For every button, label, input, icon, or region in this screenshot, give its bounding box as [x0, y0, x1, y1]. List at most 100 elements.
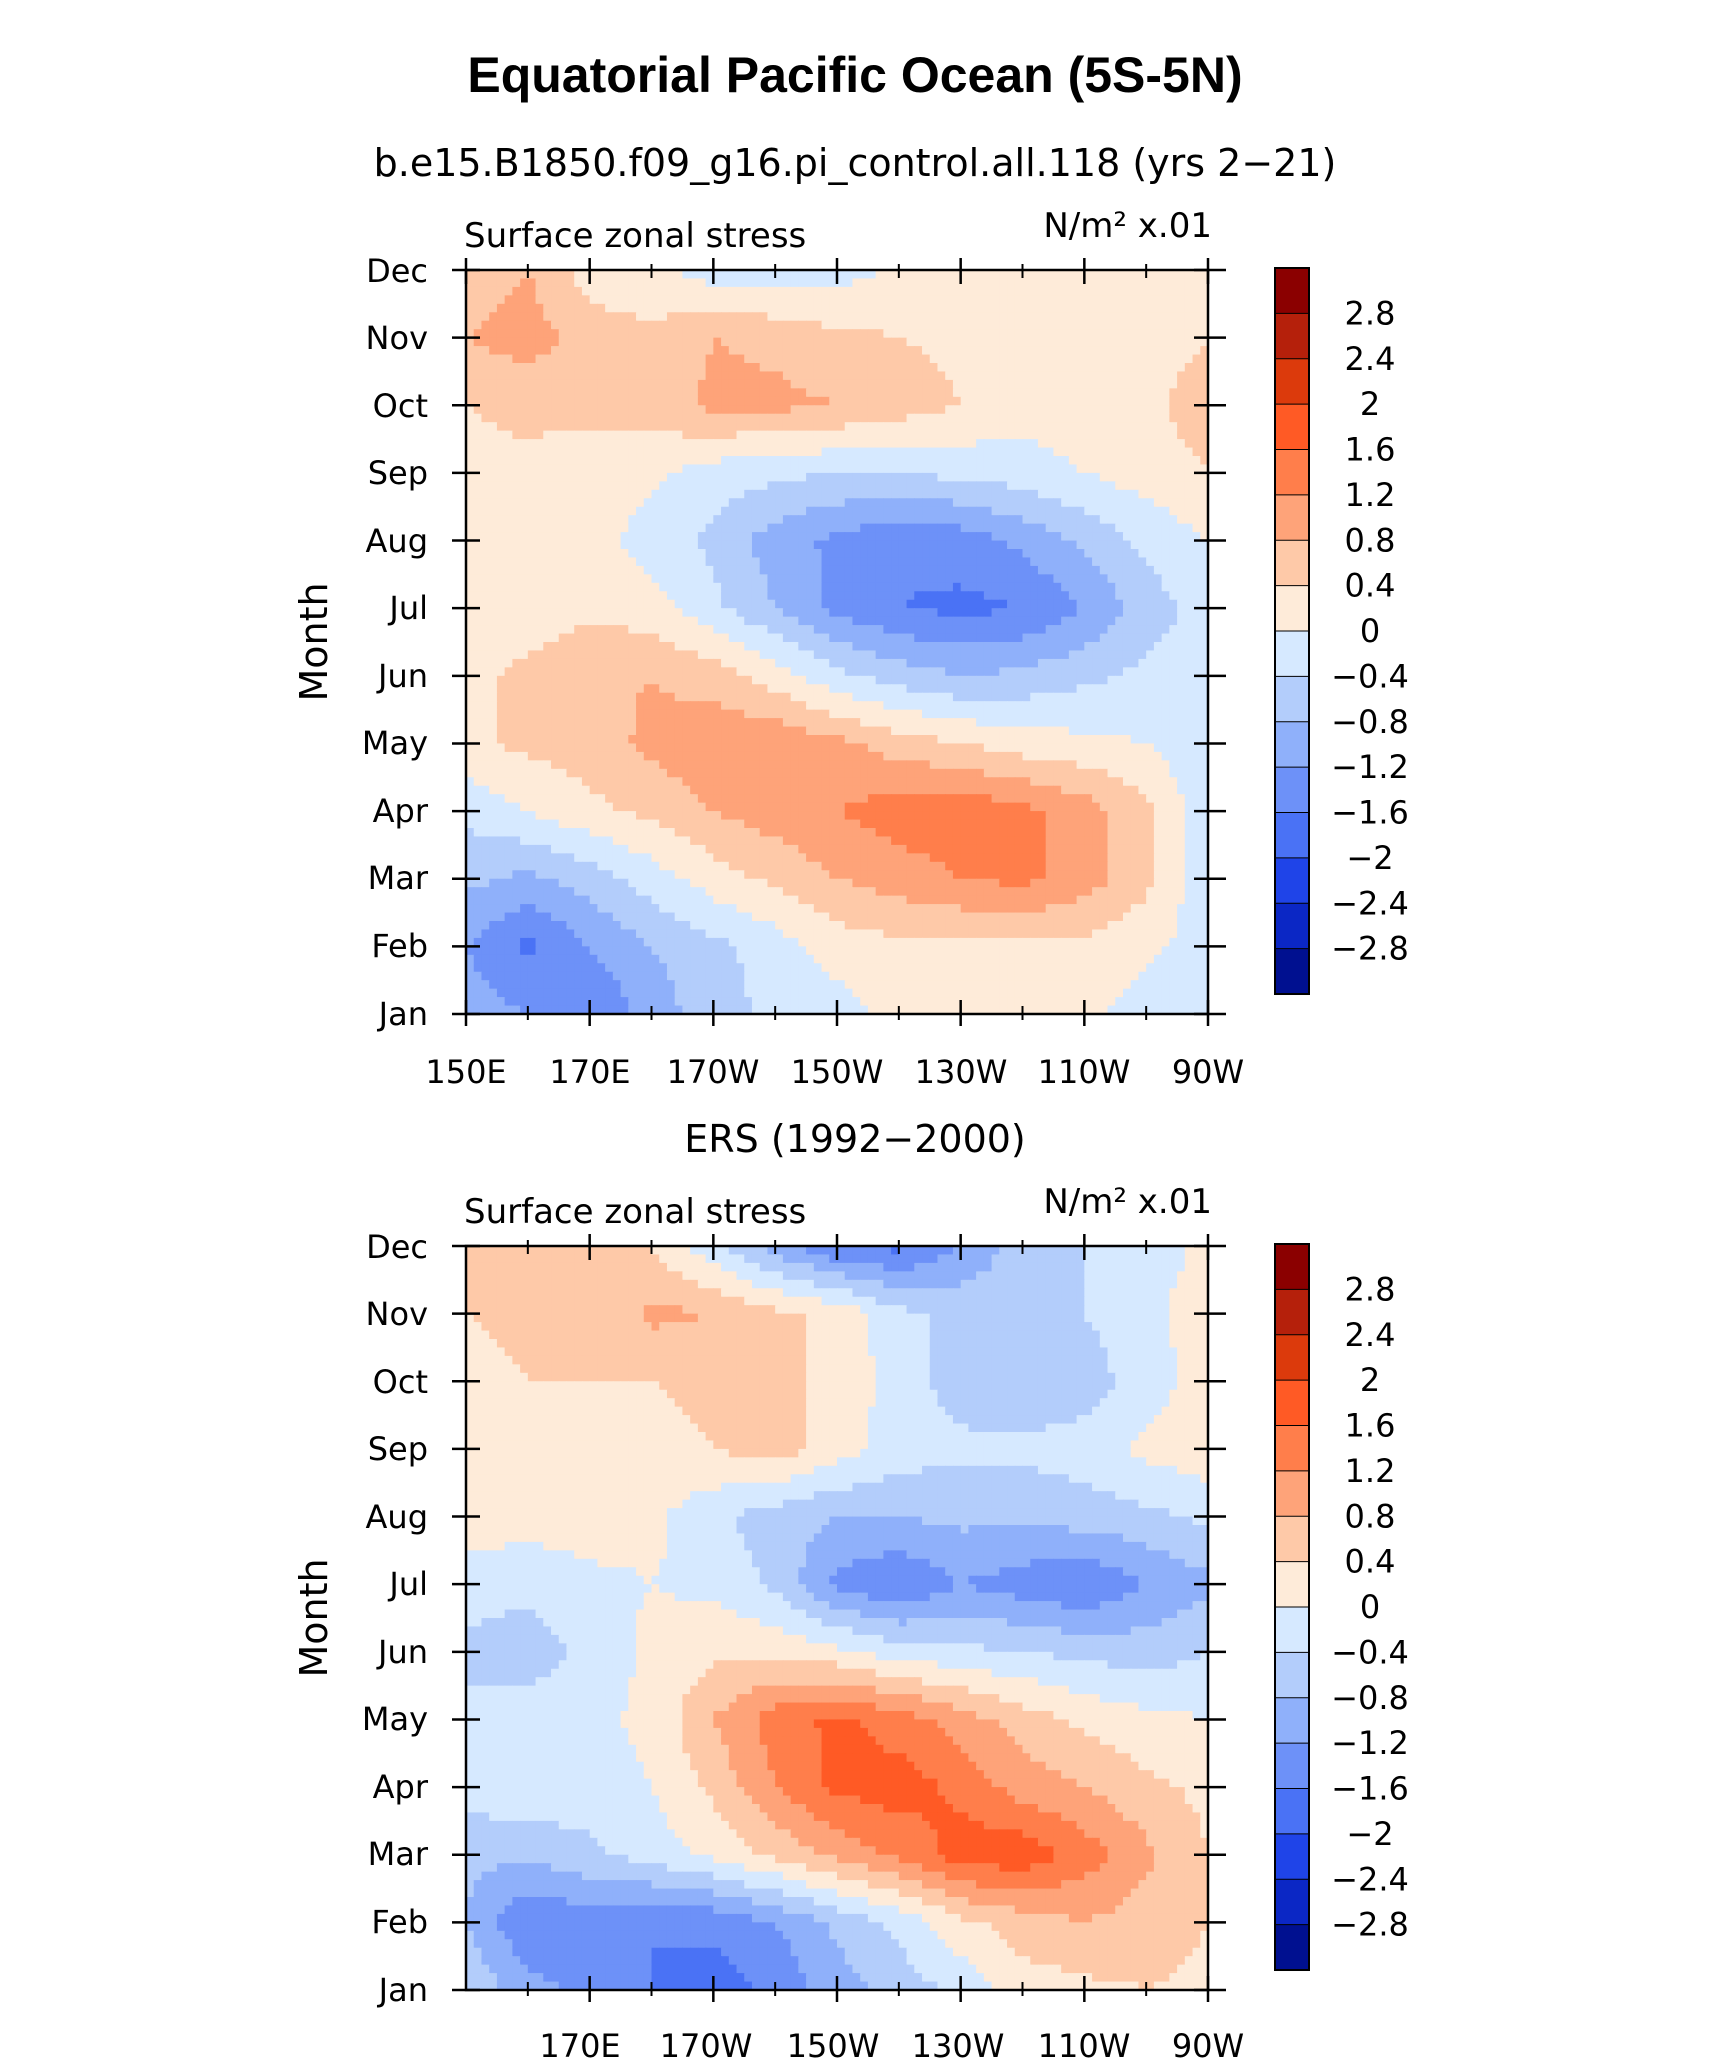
contour-cell	[697, 608, 707, 618]
contour-cell	[898, 337, 908, 347]
contour-cell	[1030, 346, 1039, 356]
contour-cell	[1177, 633, 1186, 643]
contour-cell	[1068, 599, 1078, 609]
contour-cell	[1192, 337, 1201, 347]
contour-cell	[527, 574, 537, 584]
contour-cell	[566, 320, 575, 330]
contour-cell	[1014, 363, 1024, 373]
contour-cell	[1068, 430, 1078, 440]
contour-cell	[512, 684, 521, 694]
contour-cell	[867, 430, 877, 440]
contour-cell	[728, 278, 738, 288]
contour-cell	[883, 472, 892, 482]
contour-cell	[489, 396, 498, 406]
contour-cell	[1061, 557, 1070, 567]
contour-cell	[558, 346, 568, 356]
contour-cell	[1030, 472, 1039, 482]
contour-cell	[713, 388, 722, 398]
contour-cell	[806, 658, 815, 668]
contour-cell	[481, 591, 490, 601]
contour-cell	[1138, 557, 1147, 567]
contour-cell	[466, 295, 475, 305]
contour-cell	[581, 405, 591, 415]
contour-cell	[1053, 464, 1062, 474]
contour-cell	[1184, 405, 1194, 415]
contour-cell	[1115, 329, 1124, 339]
contour-cell	[643, 667, 653, 677]
contour-cell	[1037, 286, 1047, 296]
contour-cell	[759, 278, 769, 288]
contour-cell	[1138, 278, 1147, 288]
contour-cell	[666, 582, 676, 592]
contour-cell	[852, 582, 861, 592]
contour-cell	[690, 312, 699, 322]
contour-cell	[697, 363, 707, 373]
contour-cell	[620, 439, 629, 449]
contour-cell	[875, 658, 884, 668]
contour-cell	[1092, 675, 1101, 685]
contour-cell	[1007, 312, 1016, 322]
contour-cell	[1014, 582, 1024, 592]
contour-cell	[1146, 354, 1155, 364]
contour-cell	[991, 413, 1000, 423]
contour-cell	[767, 464, 776, 474]
contour-cell	[1084, 523, 1093, 533]
contour-cell	[512, 379, 521, 389]
contour-cell	[481, 329, 490, 339]
contour-cell	[1184, 354, 1194, 364]
contour-cell	[767, 286, 776, 296]
contour-cell	[1022, 692, 1031, 702]
contour-cell	[1099, 625, 1109, 635]
contour-cell	[581, 422, 591, 432]
contour-cell	[736, 549, 745, 559]
contour-cell	[481, 532, 490, 542]
contour-cell	[728, 354, 738, 364]
contour-cell	[512, 642, 521, 652]
contour-cell	[597, 574, 606, 584]
contour-cell	[898, 633, 908, 643]
contour-cell	[875, 582, 884, 592]
contour-cell	[1169, 684, 1178, 694]
contour-cell	[1115, 540, 1124, 550]
contour-cell	[589, 303, 598, 313]
contour-cell	[1130, 320, 1140, 330]
contour-cell	[1030, 523, 1039, 533]
contour-cell	[1061, 565, 1070, 575]
contour-cell	[952, 396, 962, 406]
contour-cell	[759, 295, 769, 305]
contour-cell	[945, 295, 954, 305]
contour-cell	[829, 396, 838, 406]
contour-cell	[1099, 278, 1109, 288]
contour-cell	[558, 320, 568, 330]
contour-cell	[1146, 464, 1155, 474]
contour-cell	[937, 337, 946, 347]
contour-cell	[960, 675, 969, 685]
contour-cell	[767, 489, 776, 499]
contour-cell	[636, 439, 645, 449]
contour-cell	[1099, 464, 1109, 474]
contour-cell	[744, 658, 753, 668]
contour-cell	[1184, 464, 1194, 474]
contour-cell	[991, 354, 1000, 364]
contour-cell	[721, 439, 730, 449]
contour-cell	[821, 667, 830, 677]
contour-cell	[1153, 464, 1163, 474]
contour-cell	[860, 329, 869, 339]
contour-cell	[798, 312, 807, 322]
contour-cell	[605, 270, 614, 280]
contour-cell	[1030, 532, 1039, 542]
contour-cell	[620, 405, 629, 415]
contour-cell	[643, 675, 653, 685]
contour-cell	[1177, 379, 1186, 389]
contour-cell	[620, 422, 629, 432]
contour-cell	[929, 667, 939, 677]
contour-cell	[1084, 278, 1093, 288]
contour-cell	[574, 692, 583, 702]
contour-cell	[496, 608, 506, 618]
contour-cell	[566, 312, 575, 322]
contour-cell	[1130, 599, 1140, 609]
contour-cell	[952, 481, 962, 491]
contour-cell	[875, 295, 884, 305]
contour-cell	[983, 346, 993, 356]
